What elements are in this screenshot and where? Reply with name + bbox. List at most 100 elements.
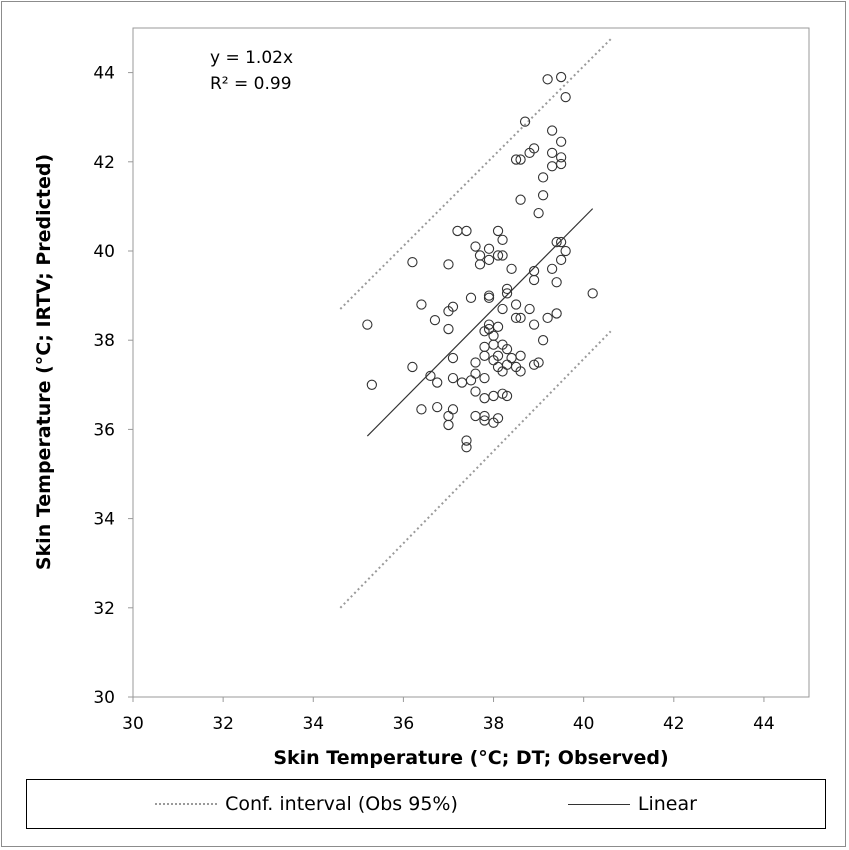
y-tick-label: 30 [93, 688, 115, 708]
data-point [470, 368, 481, 379]
legend-label-conf-interval: Conf. interval (Obs 95%) [225, 793, 458, 815]
confidence-line [339, 330, 612, 609]
data-point [551, 308, 562, 319]
data-point [555, 136, 567, 147]
data-point [497, 250, 508, 261]
data-point [506, 263, 517, 274]
data-point [479, 410, 490, 422]
data-point [524, 303, 535, 315]
data-point [501, 359, 513, 370]
data-point [483, 292, 495, 303]
data-point [447, 301, 459, 312]
data-point [474, 250, 486, 261]
data-point [488, 339, 499, 350]
data-point [546, 147, 558, 159]
data-point [488, 390, 499, 402]
x-tick-label: 44 [753, 714, 775, 734]
x-tick-label: 42 [663, 714, 685, 734]
y-tick-label: 42 [93, 153, 115, 173]
data-point [515, 154, 526, 165]
data-point [528, 143, 540, 154]
dotted-line-swatch [155, 803, 218, 805]
data-point [555, 158, 567, 170]
data-point [492, 321, 504, 332]
x-tick-label: 40 [573, 714, 595, 734]
data-point [542, 312, 553, 324]
data-point [474, 259, 486, 270]
data-point [546, 263, 558, 274]
data-point [537, 190, 549, 201]
data-point [546, 125, 558, 136]
data-point [501, 343, 513, 355]
chart-canvas: 30 32 34 36 38 40 42 44 30 32 34 36 38 40 42 44 y = 1.0… [33, 27, 810, 769]
x-tick-label: 34 [302, 714, 324, 734]
data-point [501, 288, 513, 299]
data-point [465, 375, 477, 386]
data-point [510, 312, 522, 324]
data-point [551, 236, 562, 248]
data-point [483, 290, 495, 301]
x-tick-label: 36 [393, 714, 415, 734]
data-point [488, 330, 499, 341]
data-point [515, 194, 526, 205]
data-point [416, 299, 427, 310]
data-point [515, 366, 526, 377]
data-point [432, 377, 443, 388]
data-point [461, 435, 472, 446]
data-point [429, 314, 441, 326]
solid-line-swatch [567, 803, 630, 805]
data-point [443, 259, 454, 270]
data-point [515, 312, 526, 324]
data-point [461, 442, 472, 453]
data-point [362, 319, 373, 330]
data-point [497, 234, 508, 245]
x-tick-label: 30 [122, 714, 144, 734]
legend-item-linear: Linear [567, 793, 697, 815]
data-point [555, 236, 567, 248]
data-point [416, 404, 427, 415]
data-point [501, 283, 513, 295]
data-point [432, 401, 443, 413]
data-point [407, 256, 418, 268]
y-axis-title: Skin Temperature (°C; IRTV; Predicted) [33, 154, 55, 570]
data-point [555, 254, 567, 266]
data-point [447, 372, 459, 384]
data-point [407, 361, 418, 373]
data-point [456, 377, 468, 388]
data-point [560, 91, 571, 103]
data-point [555, 71, 567, 83]
data-point [492, 350, 504, 361]
legend-item-conf-interval: Conf. interval (Obs 95%) [155, 793, 458, 815]
data-point [470, 386, 481, 397]
data-point [537, 335, 549, 346]
data-point [497, 303, 508, 315]
plot-area [132, 27, 810, 698]
linear-fit-line [366, 208, 594, 437]
data-point [542, 74, 553, 85]
data-point [470, 410, 481, 422]
x-tick-label: 32 [212, 714, 234, 734]
data-point [443, 323, 454, 335]
data-points [362, 71, 598, 453]
data-point [533, 357, 544, 368]
y-tick-label: 34 [93, 510, 115, 530]
x-tick-label: 38 [483, 714, 505, 734]
confidence-line [339, 38, 612, 310]
x-axis-title: Skin Temperature (°C; DT; Observed) [273, 747, 668, 769]
data-point [443, 410, 454, 422]
data-point [515, 350, 526, 361]
data-point [479, 341, 490, 353]
data-point [443, 419, 454, 431]
data-point [510, 154, 522, 165]
data-point [555, 152, 567, 163]
data-point [533, 207, 544, 219]
data-point [551, 277, 562, 288]
data-point [492, 413, 504, 424]
r-squared-label: R² = 0.99 [210, 74, 292, 94]
data-point [470, 241, 481, 252]
data-point [587, 288, 598, 299]
data-point [492, 250, 504, 261]
series-lines [339, 38, 612, 609]
data-point [528, 319, 540, 330]
